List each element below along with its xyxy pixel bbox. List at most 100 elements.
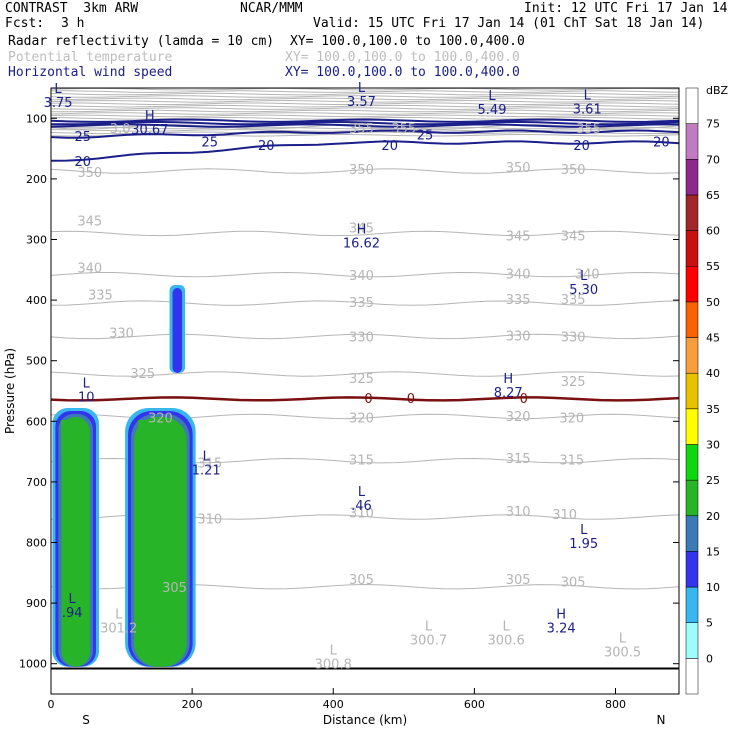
theta-contour-label: 345: [77, 214, 102, 229]
init-time: Init: 12 UTC Fri 17 Jan 14: [524, 1, 728, 16]
theta-contour-label: 305: [162, 581, 187, 596]
theta-contour-label: 335: [349, 296, 374, 311]
extremum-marker-low: L: [580, 269, 588, 284]
theta-contour-label: 355: [349, 122, 374, 137]
colorbar-swatch: [685, 123, 699, 160]
source-label: NCAR/MMM: [240, 1, 303, 16]
colorbar-swatch: [685, 265, 699, 303]
theta-contour-label: 320: [349, 411, 374, 426]
field-theta-title: Potential temperature: [8, 50, 173, 65]
theta-contour-label: 355: [576, 122, 601, 137]
y-tick-label: 400: [26, 294, 47, 307]
theta-contour-upper: [51, 109, 679, 113]
theta-contour-upper: [51, 112, 679, 115]
theta-contour-label: 310: [197, 512, 222, 527]
extremum-value: 30.67: [131, 123, 168, 138]
x-tick-label: 200: [182, 698, 203, 711]
wind-contour-jet: [51, 120, 679, 126]
reflectivity-cell-2-10: [172, 287, 183, 373]
extremum-value: 300.7: [410, 633, 447, 648]
colorbar-tick-label: 40: [706, 367, 720, 380]
theta-contour-label: 335: [561, 293, 586, 308]
colorbar-swatch: [685, 551, 699, 588]
theta-contour-340: [51, 271, 679, 278]
wind-contour-label: 20: [573, 139, 590, 154]
theta-contour-upper: [51, 104, 679, 108]
theta-contour-label: 340: [506, 268, 531, 283]
theta-contour-label: 330: [109, 326, 134, 341]
x-tick-label: 800: [605, 698, 626, 711]
y-tick-label: 500: [26, 355, 47, 368]
colorbar-swatch: [685, 87, 699, 124]
wind-contour-label: 20: [258, 139, 275, 154]
colorbar-tick-label: 45: [706, 332, 720, 345]
theta-contour-upper: [51, 90, 679, 93]
x-end-label-north: N: [657, 713, 666, 727]
colorbar-tick-label: 35: [706, 403, 720, 416]
theta-contour-label: 315: [559, 454, 584, 469]
theta-contour-335: [51, 300, 679, 306]
theta-contour-label: 320: [559, 411, 584, 426]
extremum-value: 5.49: [478, 103, 507, 118]
wind-contour-25: [51, 129, 679, 139]
x-tick-label: 600: [464, 698, 485, 711]
y-tick-label: 100: [26, 112, 47, 125]
theta-contour-upper: [51, 99, 679, 103]
theta-contour-label: 310: [506, 505, 531, 520]
extremum-value: 301.2: [100, 621, 137, 636]
colorbar-swatch: [685, 159, 699, 196]
theta-contour-325: [51, 371, 679, 377]
extremum-marker-low: L: [580, 523, 588, 538]
colorbar-tick-label: 25: [706, 474, 720, 487]
theta-contour-upper: [51, 126, 679, 130]
field-wind-xy: XY= 100.0,100.0 to 100.0,400.0: [285, 65, 520, 80]
theta-contour-label: 330: [561, 331, 586, 346]
field-theta-xy: XY= 100.0,100.0 to 100.0,400.0: [285, 50, 520, 65]
theta-contour-330: [51, 333, 679, 340]
theta-contour-label: 350: [561, 163, 586, 178]
theta-contour-upper: [51, 95, 679, 98]
extremum-marker-low: L: [425, 619, 433, 634]
colorbar-swatch: [685, 658, 699, 695]
y-tick-label: 600: [26, 415, 47, 428]
extremum-value: .46: [351, 499, 372, 514]
theta-contour-label: 335: [506, 293, 531, 308]
valid-time: Valid: 15 UTC Fri 17 Jan 14 (01 ChT Sat …: [313, 16, 705, 31]
y-tick-label: 900: [26, 597, 47, 610]
theta-contour-label: 310: [349, 506, 374, 521]
theta-contour-label: 350: [506, 161, 531, 176]
extremum-marker-low: L: [83, 376, 91, 391]
extremum-value: 300.5: [604, 645, 641, 660]
colorbar-units: dBZ: [706, 84, 729, 97]
wind-contour-20: [51, 140, 679, 162]
wind-contour-label: 20: [381, 139, 398, 154]
y-tick-label: 200: [26, 173, 47, 186]
extremum-marker-high: H: [503, 372, 513, 387]
theta-contour-label: 345: [349, 222, 374, 237]
colorbar-swatch: [685, 408, 699, 445]
extremum-value: 1.21: [192, 464, 221, 479]
extremum-marker-low: L: [330, 644, 338, 659]
colorbar-tick-label: 60: [706, 225, 720, 238]
colorbar-tick-label: 15: [706, 545, 720, 558]
x-end-label-south: S: [82, 713, 90, 727]
theta-contour-upper: [51, 107, 679, 110]
colorbar-swatch: [685, 515, 699, 552]
extremum-marker-low: L: [203, 450, 211, 465]
theta-contour-label: 315: [197, 457, 222, 472]
theta-contour-label: 320: [148, 411, 173, 426]
extremum-value: 16.62: [343, 236, 380, 251]
x-tick-label: 400: [323, 698, 344, 711]
wind-contour-label: 25: [417, 128, 434, 143]
theta-contour-label: 305: [506, 573, 531, 588]
colorbar-tick-label: 50: [706, 296, 720, 309]
y-tick-label: 700: [26, 476, 47, 489]
y-axis-title: Pressure (hPa): [3, 348, 17, 434]
theta-contour-upper: [51, 116, 679, 120]
extremum-value: 3.24: [547, 621, 576, 636]
colorbar-tick-label: 70: [706, 153, 720, 166]
extremum-marker-high: H: [145, 109, 155, 124]
extremum-marker-high: H: [357, 222, 367, 237]
extremum-value: 300.6: [488, 633, 525, 648]
